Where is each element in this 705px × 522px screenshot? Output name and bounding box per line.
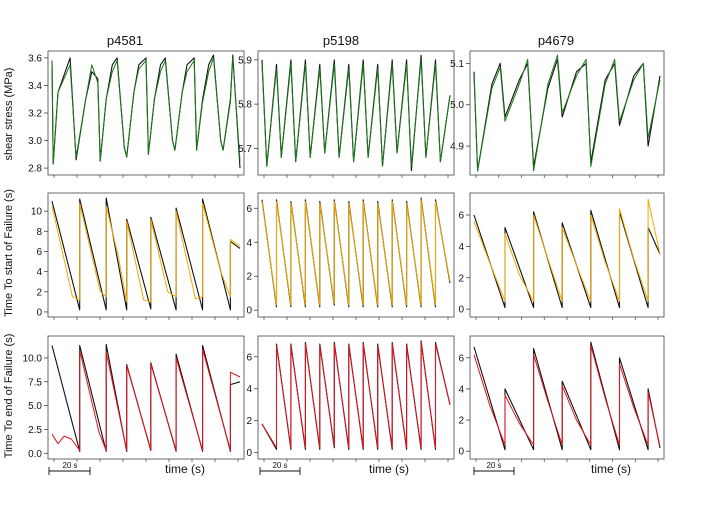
ytick-label: 3.4 [28, 81, 42, 92]
ytick-label: 0 [458, 305, 464, 316]
ytick-label: 4 [36, 267, 42, 278]
panel-p4581-row0: 2.8 3.0 3.2 3.4 3.6 [28, 50, 245, 178]
ytick-label: 6 [246, 204, 252, 215]
ytick-label: 2 [36, 287, 42, 298]
ytick-label: 5.7 [238, 144, 252, 155]
scalebar-label: 20 s [272, 461, 287, 470]
ytick-label: 2 [246, 416, 252, 427]
series-line-predicted [473, 198, 661, 302]
ytick-label: 5.9 [238, 55, 252, 66]
series-line-predicted [51, 202, 241, 303]
panel-p4679-row1: 0 2 4 6 [458, 192, 665, 320]
ytick-label: 0 [246, 306, 252, 317]
ytick-label: 6 [246, 352, 252, 363]
ytick-label: 5.0 [450, 100, 464, 111]
ytick-label: 4 [246, 384, 252, 395]
ytick-label: 3.2 [28, 109, 42, 120]
ytick-label: 4 [246, 238, 252, 249]
panel-p5198-row2: 0 2 4 6 [246, 335, 455, 462]
xlabel-p5198: time (s) [369, 462, 409, 476]
series-line-predicted [261, 199, 451, 306]
scalebar-p5198: 20 s [259, 461, 301, 475]
column-title-p4581: p4581 [107, 33, 143, 48]
ytick-label: 4 [458, 242, 464, 253]
series-line-predicted [51, 348, 241, 451]
scalebar-p4581: 20 s [48, 461, 91, 475]
ytick-label: 5.8 [238, 100, 252, 111]
panel-p4679-row2: 0 2 4 6 [458, 335, 665, 462]
series-line-measured [473, 341, 661, 451]
column-title-p5198: p5198 [323, 33, 359, 48]
panel-p5198-row0: 5.7 5.8 5.9 [238, 50, 455, 178]
ylabel-time-to-end-of-failure: Time To end of Failure (s) [3, 334, 15, 459]
xlabel-p4679: time (s) [591, 462, 631, 476]
panel-p4679-row0: 4.9 5.0 5.1 [450, 50, 665, 178]
ylabel-shear-stress: shear stress (MPa) [3, 68, 15, 161]
ytick-label: 2 [458, 273, 464, 284]
panel-p4581-row1: 0 2 4 6 8 10 [31, 192, 245, 320]
ytick-label: 0 [246, 448, 252, 459]
ylabel-time-to-start-of-failure: Time To start of Failure (s) [3, 189, 15, 317]
ytick-label: 4 [458, 384, 464, 395]
series-line-measured [473, 58, 661, 172]
ytick-label: 10.0 [23, 353, 43, 364]
ytick-label: 0.0 [28, 449, 42, 460]
ytick-label: 2 [246, 272, 252, 283]
series-line-predicted [473, 344, 661, 447]
panels: 2.8 3.0 3.2 3.4 3.6 5.7 5.8 5.9 4.9 5.0 5.1 0 2 4 6 8 10… [23, 50, 665, 462]
ytick-label: 2.8 [28, 164, 42, 175]
ytick-label: 6 [36, 247, 42, 258]
ytick-label: 10 [31, 207, 43, 218]
ytick-label: 7.5 [28, 377, 42, 388]
xlabel-p4581: time (s) [165, 462, 205, 476]
panel-p5198-row1: 0 2 4 6 [246, 192, 455, 320]
ytick-label: 5.0 [28, 401, 42, 412]
plot-frame [257, 50, 455, 176]
ytick-label: 4.9 [450, 142, 464, 153]
scalebar-p4679: 20 s [473, 461, 515, 475]
ytick-label: 2.5 [28, 425, 42, 436]
panel-p4581-row2: 0.0 2.5 5.0 7.5 10.0 [23, 335, 245, 462]
ytick-label: 0 [458, 447, 464, 458]
series-line-predicted [51, 57, 241, 165]
ytick-label: 3.6 [28, 53, 42, 64]
column-title-p4679: p4679 [538, 33, 574, 48]
series-line-predicted [473, 54, 661, 172]
ytick-label: 8 [36, 227, 42, 238]
ytick-label: 5.1 [450, 59, 464, 70]
scalebar-label: 20 s [486, 461, 501, 470]
series-line-predicted [261, 341, 451, 449]
ytick-label: 0 [36, 307, 42, 318]
ytick-label: 6 [458, 353, 464, 364]
ytick-label: 6 [458, 210, 464, 221]
ytick-label: 2 [458, 416, 464, 427]
scalebar-label: 20 s [62, 461, 77, 470]
ytick-label: 3.0 [28, 136, 42, 147]
series-line-predicted [261, 59, 451, 167]
plot-frame [469, 192, 665, 318]
